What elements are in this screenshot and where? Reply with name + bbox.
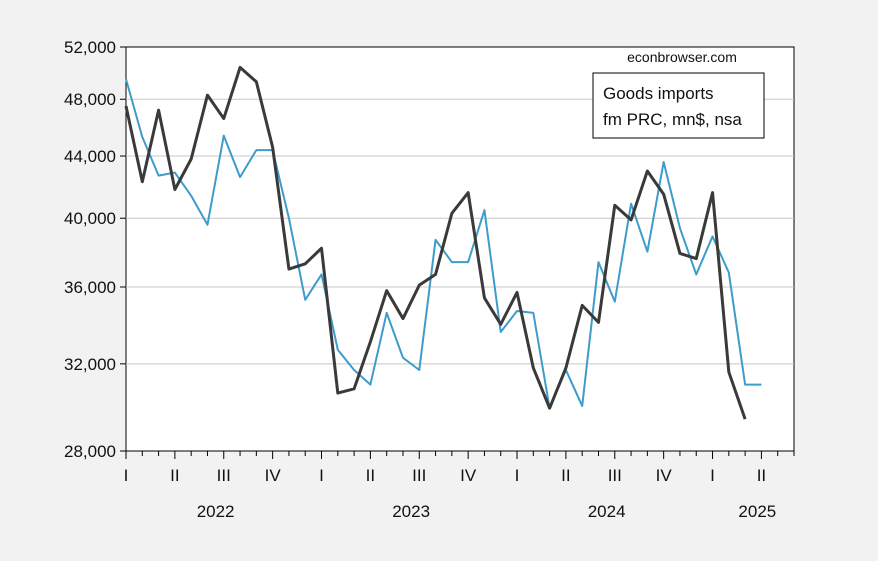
x-quarter-label: II — [170, 466, 179, 485]
legend-line-2: fm PRC, mn$, nsa — [603, 110, 742, 129]
y-tick-label: 48,000 — [64, 90, 116, 109]
x-quarter-label: III — [608, 466, 622, 485]
y-tick-label: 40,000 — [64, 209, 116, 228]
x-year-label: 2025 — [738, 502, 776, 521]
x-quarter-label: I — [515, 466, 520, 485]
axes: 28,000 32,000 36,000 40,000 44,000 48,000 52,0… — [64, 38, 795, 521]
x-quarter-label: IV — [460, 466, 477, 485]
legend-line-1: Goods imports — [603, 84, 714, 103]
y-tick-label: 28,000 — [64, 442, 116, 461]
legend-box — [592, 72, 765, 139]
x-year-label: 2022 — [197, 502, 235, 521]
x-quarter-label: II — [561, 466, 570, 485]
x-quarter-label: III — [217, 466, 231, 485]
series-lines — [124, 65, 762, 420]
y-tick-label: 36,000 — [64, 278, 116, 297]
x-year-label: 2024 — [588, 502, 626, 521]
series-line-dark — [124, 65, 747, 420]
x-quarter-label: I — [319, 466, 324, 485]
y-tick-label: 44,000 — [64, 147, 116, 166]
x-quarter-label: III — [412, 466, 426, 485]
x-quarter-label: II — [366, 466, 375, 485]
x-quarter-label: I — [710, 466, 715, 485]
x-quarter-label: IV — [656, 466, 673, 485]
series-line-blue — [125, 78, 762, 410]
x-year-label: 2023 — [392, 502, 430, 521]
y-tick-label: 32,000 — [64, 355, 116, 374]
x-quarter-label: II — [757, 466, 766, 485]
x-quarter-label: IV — [265, 466, 282, 485]
x-quarter-label: I — [124, 466, 129, 485]
legend: Goods imports fm PRC, mn$, nsa — [592, 72, 765, 139]
y-tick-label: 52,000 — [64, 38, 116, 57]
source-note: econbrowser.com — [627, 49, 737, 65]
